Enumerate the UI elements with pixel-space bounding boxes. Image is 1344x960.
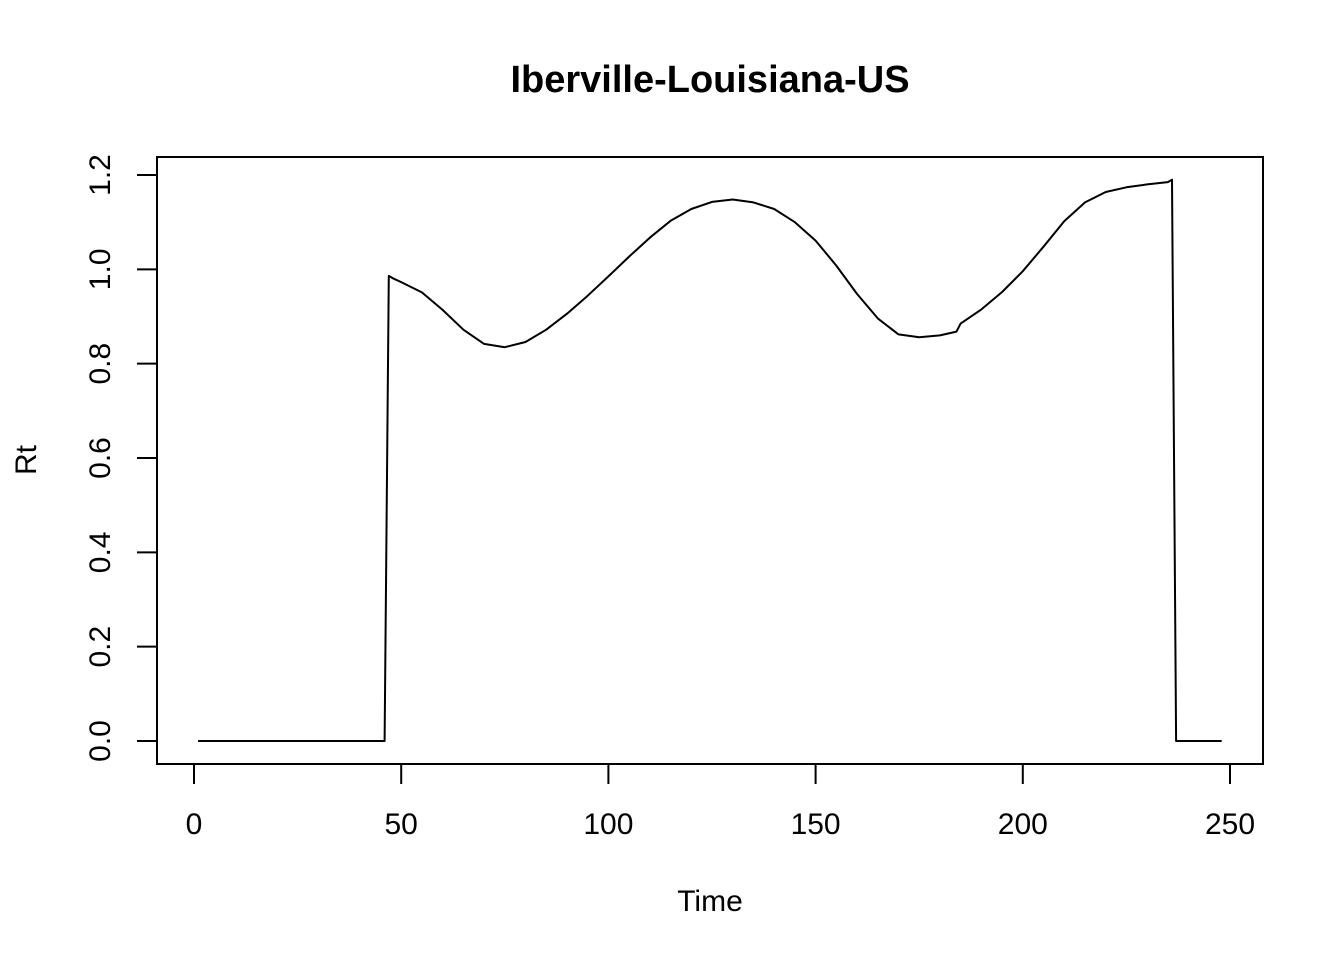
y-tick-label: 0.8 — [84, 343, 117, 385]
y-tick-label: 0.0 — [84, 720, 117, 762]
y-tick-label: 0.6 — [84, 437, 117, 479]
series-layer — [198, 178, 1222, 742]
x-tick-label: 200 — [998, 808, 1048, 841]
plot-area-border — [156, 156, 1264, 765]
y-tick-label: 0.4 — [84, 531, 117, 573]
x-axis: 0 50 100 150 200 250 — [186, 763, 1255, 841]
chart-title: Iberville-Louisiana-US — [510, 59, 909, 101]
y-axis-label: Rt — [10, 444, 43, 475]
y-tick-label: 1.0 — [84, 248, 117, 290]
x-tick-label: 0 — [186, 808, 203, 841]
x-tick-label: 100 — [583, 808, 633, 841]
y-tick-label: 1.2 — [84, 154, 117, 196]
x-tick-label: 50 — [385, 808, 418, 841]
y-axis: 0.0 0.2 0.4 0.6 0.8 1.0 1.2 — [84, 154, 158, 762]
y-tick-label: 0.2 — [84, 626, 117, 668]
series-line — [198, 178, 1222, 742]
x-tick-label: 250 — [1205, 808, 1255, 841]
x-axis-label: Time — [677, 885, 743, 918]
x-tick-label: 150 — [791, 808, 841, 841]
